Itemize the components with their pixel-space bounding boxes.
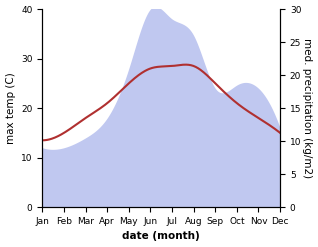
Y-axis label: max temp (C): max temp (C) [5, 72, 16, 144]
X-axis label: date (month): date (month) [122, 231, 200, 242]
Y-axis label: med. precipitation (kg/m2): med. precipitation (kg/m2) [302, 38, 313, 178]
